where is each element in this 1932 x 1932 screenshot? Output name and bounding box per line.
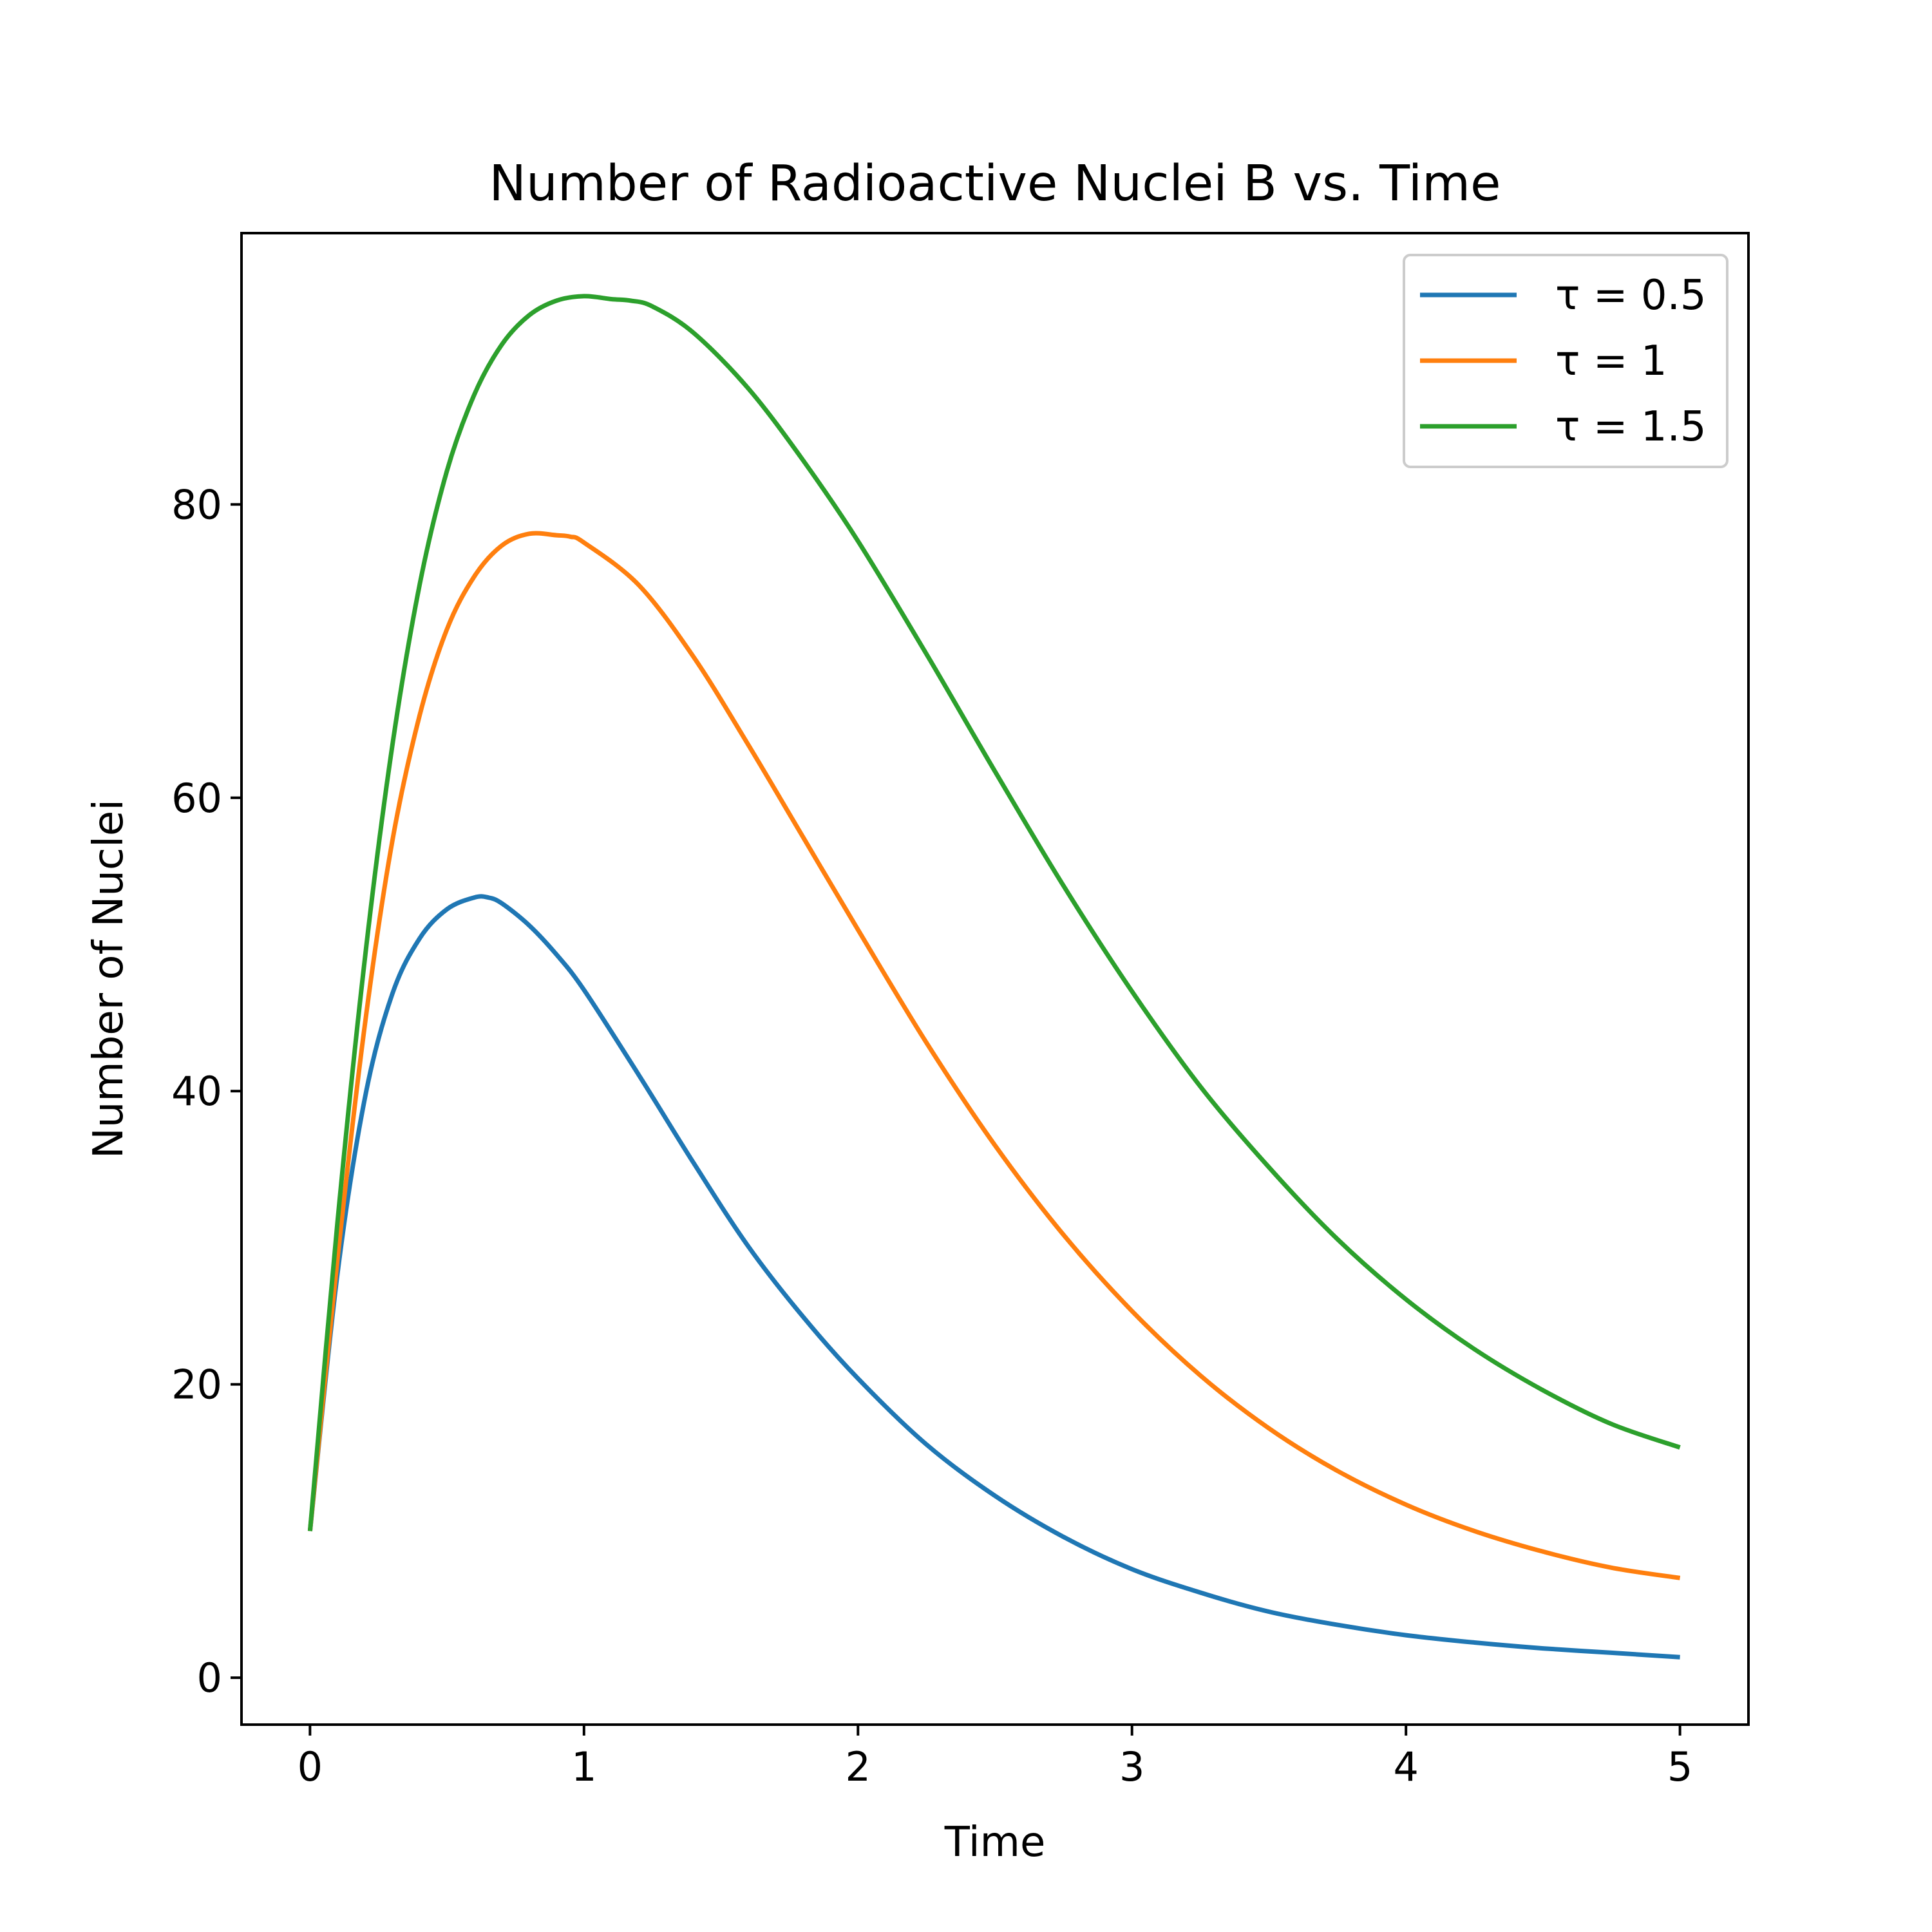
x-tick-label: 2 [846,1743,871,1790]
x-tick-label: 4 [1393,1743,1418,1790]
y-tick-label: 60 [171,775,222,822]
y-tick-label: 40 [171,1068,222,1115]
x-axis: 0 1 2 3 4 5 [298,1725,1692,1790]
axes-frame [240,232,1750,1726]
y-tick-label: 0 [197,1654,222,1701]
series-line-2 [307,531,1681,1580]
x-tick-label: 1 [571,1743,596,1790]
legend-label-2: τ = 1 [1555,337,1667,385]
series-layer [307,294,1681,1660]
legend-label-1: τ = 0.5 [1555,272,1707,319]
x-tick-label: 0 [298,1743,323,1790]
legend-items: τ = 0.5 τ = 1 τ = 1.5 [1420,272,1707,451]
plot-area [240,232,1750,1726]
x-axis-label: Time [944,1819,1046,1866]
y-axis: 0 20 40 60 80 [171,481,242,1701]
y-tick-label: 80 [171,481,222,528]
legend-box [1403,254,1728,468]
legend: τ = 0.5 τ = 1 τ = 1.5 [1403,254,1728,468]
chart-title: Number of Radioactive Nuclei B vs. Time [489,155,1501,213]
series-line-1 [307,894,1680,1660]
axes-background [242,233,1748,1725]
series-line-3 [307,294,1681,1531]
x-tick-label: 3 [1119,1743,1144,1790]
y-tick-label: 20 [171,1361,222,1408]
x-tick-label: 5 [1667,1743,1692,1790]
y-axis-label: Number of Nuclei [85,799,133,1159]
legend-label-3: τ = 1.5 [1555,403,1707,451]
